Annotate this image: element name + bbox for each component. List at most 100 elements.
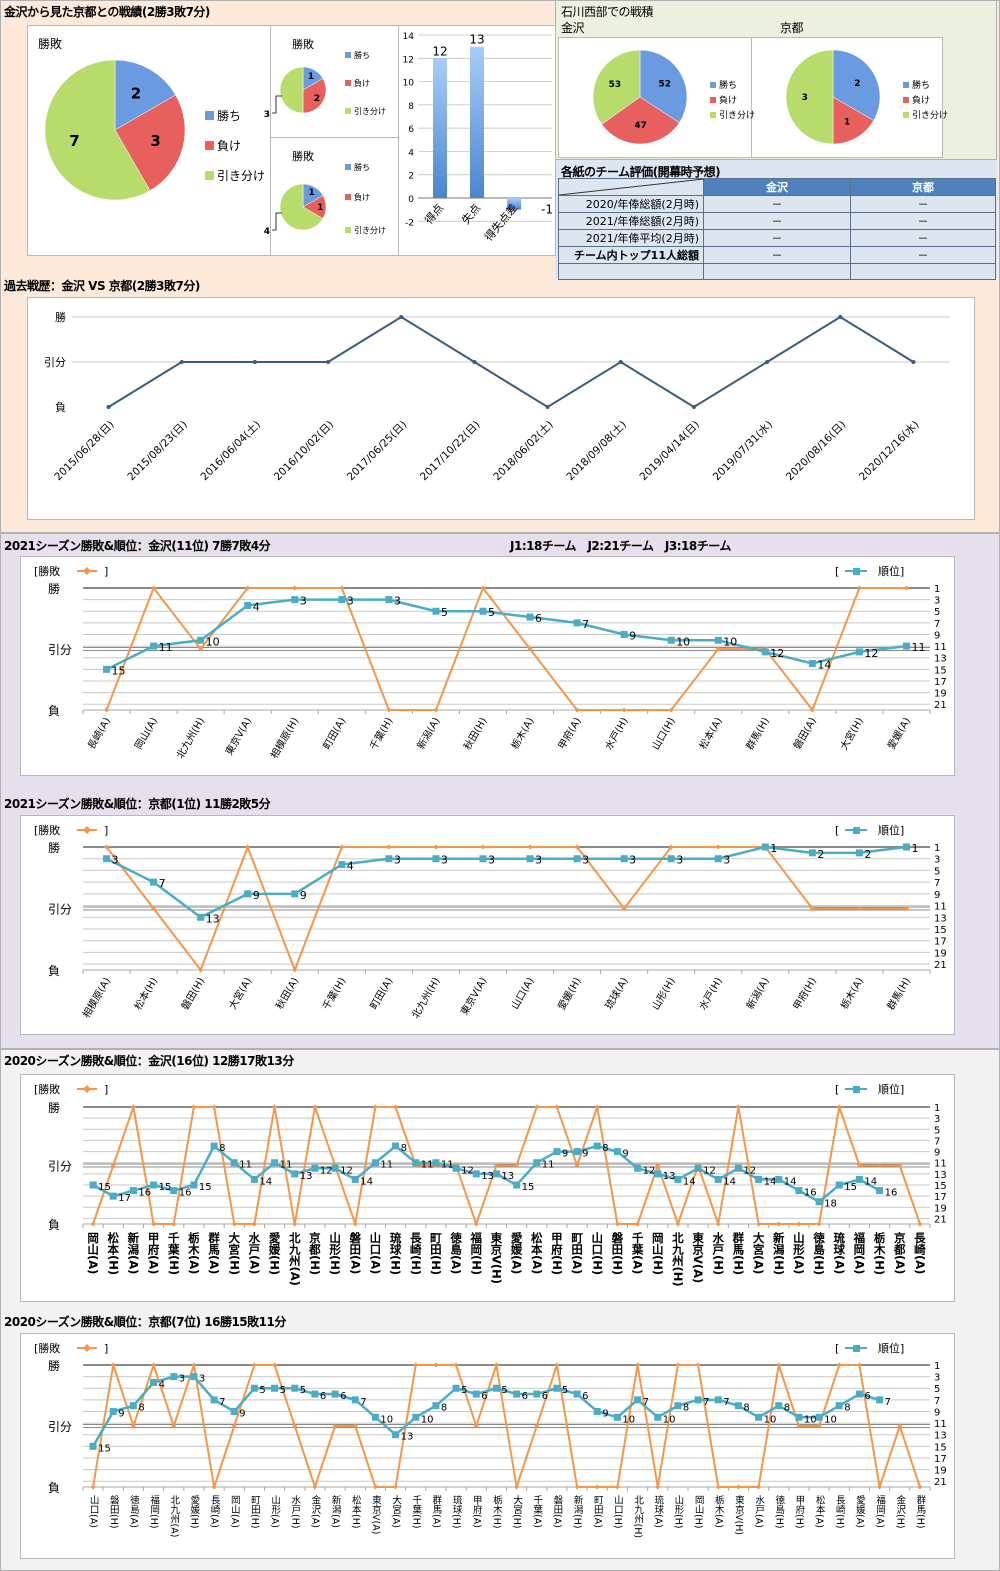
result-point [715, 844, 721, 850]
rank-data-label: 8 [683, 1403, 689, 1414]
cell: － [703, 212, 851, 230]
rank-point [432, 607, 440, 615]
rank-point [385, 855, 393, 863]
x-date-label: 2020/12/16(水) [857, 419, 922, 484]
pie-slice-引き分け [44, 59, 151, 201]
result-point [292, 585, 298, 591]
result-point [715, 646, 721, 652]
rank-tick-label: 3 [934, 596, 940, 607]
x-date-label: 2015/06/28(日) [52, 419, 117, 484]
result-point [130, 1104, 136, 1110]
legend-label: 負け [354, 192, 370, 202]
x-category-label: 磐田(H) [108, 1494, 120, 1528]
result-point [695, 1362, 701, 1368]
legend-label: 負け [217, 139, 241, 153]
pie-data-label: 3 [264, 110, 270, 120]
rank-point [654, 1170, 662, 1178]
rank-point [775, 1175, 783, 1183]
rank-data-label: 11 [911, 641, 925, 654]
rank-tick-label: 9 [934, 890, 940, 901]
result-point [252, 360, 257, 364]
rank-point [761, 648, 769, 656]
x-category-label: 福岡(A) [852, 1231, 866, 1274]
rank-point [291, 1170, 299, 1178]
cell [850, 263, 996, 280]
result-point [816, 1423, 822, 1429]
x-category-label: 新潟(H) [572, 1494, 584, 1528]
x-category-label: 愛媛(A) [854, 1494, 866, 1528]
rank-line [92, 1375, 880, 1447]
diamond-marker-icon [83, 1085, 91, 1093]
rank-point [103, 855, 111, 863]
rank-tick-label: 15 [934, 1442, 947, 1453]
x-category-label: 北九州(A) [288, 1231, 302, 1286]
result-point [796, 1423, 802, 1429]
x-category-label: 徳島(H) [812, 1231, 826, 1275]
x-category-label: 町田(H) [429, 1232, 443, 1275]
x-category-label: 新潟(A) [126, 1231, 140, 1274]
x-category-label: 松本(H) [106, 1231, 120, 1275]
x-category-label: 山口(A) [88, 1495, 99, 1528]
x-category-label: 北九州(H) [409, 975, 442, 1020]
pie-data-label: 7 [69, 132, 79, 150]
rank-point [150, 1181, 158, 1189]
rank-point [311, 1164, 319, 1172]
pie-slice-負け [114, 94, 186, 191]
x-category-label: 琉球(A) [652, 1494, 664, 1528]
rank-data-label: 15 [844, 1182, 857, 1193]
result-point [635, 1221, 641, 1227]
x-category-label: 長崎(A) [85, 715, 114, 752]
rank-point [734, 1164, 742, 1172]
rank-point [533, 1390, 541, 1398]
x-category-label: 磐田(H) [610, 1231, 624, 1275]
ratings-header-row: 金沢 京都 [558, 178, 996, 196]
rank-point [734, 1402, 742, 1410]
rank-data-label: 1 [911, 842, 918, 855]
x-category-label: 水戸(H) [697, 975, 725, 1012]
x-category-label: 長崎(A) [913, 1232, 927, 1274]
x-category-label: 大宮(A) [752, 1231, 766, 1274]
legend-rank-label: 順位] [878, 564, 904, 578]
result-point [151, 585, 157, 591]
x-category-label: 岡山(A) [229, 1495, 241, 1528]
rank-point [526, 855, 534, 863]
x-category-label: 山口(H) [612, 1495, 623, 1529]
rank-tick-label: 17 [934, 937, 947, 948]
cell: － [850, 246, 996, 264]
rank-point [855, 1390, 863, 1398]
legend-swatch-icon [710, 112, 716, 118]
rank-point [855, 648, 863, 656]
rank-point [472, 1390, 480, 1398]
result-point [312, 1104, 318, 1110]
x-category-label: 秋田(A) [273, 975, 302, 1012]
x-category-label: 福岡(H) [469, 1231, 483, 1275]
result-point [897, 1423, 903, 1429]
pie-data-label: 52 [659, 80, 672, 90]
cell: － [703, 246, 851, 264]
rank-point [808, 849, 816, 857]
pie-data-label: 3 [150, 132, 160, 150]
cell: － [850, 195, 996, 213]
x-category-label: 大宮(A) [390, 1494, 402, 1528]
rank-point [452, 1164, 460, 1172]
x-category-label: 栃木(A) [837, 975, 866, 1012]
rank-data-label: 8 [219, 1143, 225, 1154]
legend-rank-start: [ [835, 1342, 839, 1355]
x-category-label: 山形(A) [792, 1231, 806, 1274]
result-point [231, 1423, 237, 1429]
rank-data-label: 5 [441, 606, 448, 619]
result-point [534, 1104, 540, 1110]
table-row: 2020/年俸総額(2月時) －－ [558, 195, 996, 213]
rank-data-label: 15 [98, 1443, 111, 1454]
rank-data-label: 14 [864, 1176, 877, 1187]
head-to-head-charts: 勝敗237勝ち負け引き分け勝敗123勝ち負け引き分け勝敗114勝ち負け引き分け1… [38, 32, 553, 244]
result-point [453, 1362, 459, 1368]
result-point [245, 844, 251, 850]
y-axis-label: 負 [55, 401, 66, 414]
x-category-label: 松本(A) [814, 1494, 826, 1528]
rank-data-label: 8 [743, 1403, 749, 1414]
result-point [836, 1104, 842, 1110]
rank-point [150, 1378, 158, 1386]
result-point [292, 1423, 298, 1429]
rank-point [795, 1413, 803, 1421]
